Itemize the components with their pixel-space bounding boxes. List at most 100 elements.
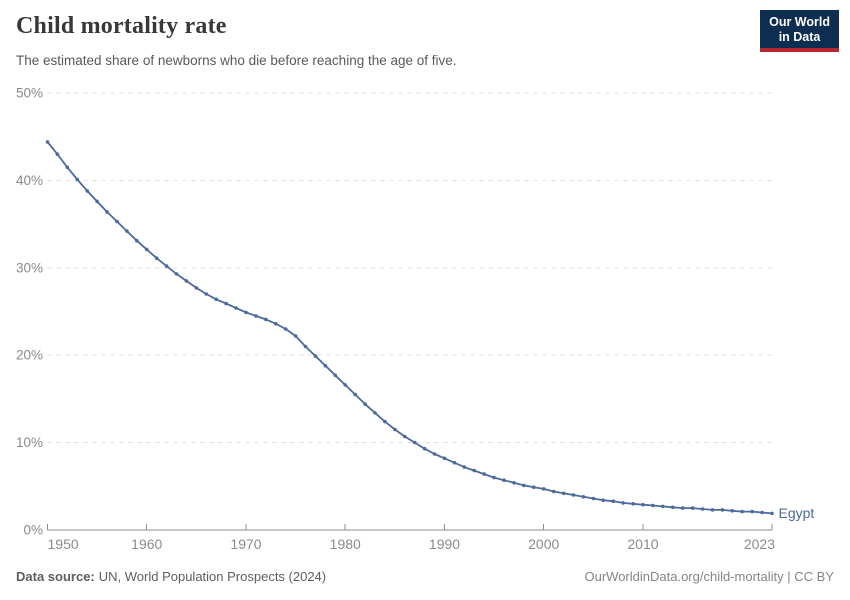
data-point-marker <box>651 503 655 508</box>
data-point-marker <box>472 468 477 473</box>
data-point-marker <box>770 511 774 516</box>
data-point-marker <box>492 475 496 480</box>
data-point-marker <box>412 440 417 445</box>
y-axis-tick-label: 30% <box>16 260 43 275</box>
data-point-marker <box>274 321 278 326</box>
data-point-marker <box>115 219 119 224</box>
data-point-marker <box>482 472 487 476</box>
data-point-marker <box>561 491 566 496</box>
y-axis-tick-label: 10% <box>16 435 43 450</box>
data-point-marker <box>532 485 536 490</box>
data-point-marker <box>591 496 596 501</box>
data-point-marker <box>601 498 606 503</box>
data-point-marker <box>105 210 109 214</box>
x-axis-tick-label: 1980 <box>330 536 361 552</box>
data-point-marker <box>343 383 348 387</box>
data-point-marker <box>85 189 89 193</box>
data-point-marker <box>303 344 308 349</box>
data-point-marker <box>184 279 189 283</box>
data-point-marker <box>631 502 635 506</box>
x-axis-tick-label: 1960 <box>131 536 162 552</box>
data-point-marker <box>244 310 248 315</box>
owid-logo[interactable]: Our World in Data <box>760 10 839 52</box>
x-axis-tick-label: 2023 <box>744 536 775 552</box>
data-point-marker <box>581 495 586 499</box>
data-point-marker <box>760 510 764 515</box>
data-point-marker <box>174 272 179 276</box>
data-point-marker <box>690 506 695 510</box>
data-point-marker <box>373 411 377 415</box>
data-point-marker <box>740 509 744 514</box>
data-point-marker <box>700 507 705 511</box>
data-point-marker <box>194 286 199 290</box>
y-axis-tick-label: 0% <box>23 523 43 538</box>
data-point-marker <box>551 489 556 494</box>
data-point-marker <box>393 427 397 432</box>
data-point-marker <box>224 301 228 306</box>
logo-line2: in Data <box>778 30 821 44</box>
y-axis-tick-label: 40% <box>16 173 43 188</box>
data-point-marker <box>661 504 665 509</box>
data-point-marker <box>65 165 70 170</box>
data-point-marker <box>313 354 318 358</box>
x-axis-tick-label: 1950 <box>48 536 79 552</box>
y-axis-tick-label: 50% <box>16 86 43 101</box>
y-axis-tick-label: 20% <box>16 348 43 363</box>
data-point-marker <box>214 297 218 302</box>
x-axis-tick-label: 2010 <box>627 536 658 552</box>
data-point-marker <box>710 508 715 512</box>
data-point-marker <box>55 152 60 156</box>
series-end-label-egypt[interactable]: Egypt <box>779 505 815 521</box>
data-point-marker <box>254 314 258 318</box>
data-point-marker <box>611 499 615 504</box>
data-source: Data source: UN, World Population Prospec… <box>16 569 326 584</box>
x-axis-tick-label: 2000 <box>528 536 559 552</box>
data-point-marker <box>432 452 437 456</box>
data-point-marker <box>512 481 516 485</box>
data-point-marker <box>571 493 576 497</box>
data-point-marker <box>323 363 328 368</box>
data-source-label: Data source: <box>16 569 95 584</box>
data-point-marker <box>680 506 685 510</box>
data-point-marker <box>75 177 80 182</box>
data-point-marker <box>522 483 526 488</box>
data-point-marker <box>353 392 358 397</box>
data-point-marker <box>204 292 209 296</box>
data-point-marker <box>264 317 268 322</box>
data-point-marker <box>164 264 169 268</box>
data-point-marker <box>283 327 288 331</box>
x-axis-tick-label: 1970 <box>230 536 261 552</box>
data-point-marker <box>154 256 159 261</box>
data-point-marker <box>383 419 387 424</box>
data-point-marker <box>333 373 338 378</box>
credit-link[interactable]: OurWorldinData.org/child-mortality | CC … <box>584 569 835 584</box>
data-point-marker <box>641 502 645 507</box>
data-point-marker <box>234 306 238 310</box>
data-point-marker <box>363 402 367 406</box>
data-point-marker <box>422 446 427 451</box>
data-point-marker <box>403 434 407 439</box>
data-point-marker <box>452 460 457 465</box>
data-point-marker <box>95 199 99 204</box>
page-title: Child mortality rate <box>16 13 227 39</box>
data-point-marker <box>144 247 149 252</box>
chart-subtitle: The estimated share of newborns who die … <box>16 53 457 68</box>
data-point-marker <box>442 456 447 461</box>
data-point-marker <box>730 509 735 513</box>
data-point-marker <box>502 478 506 483</box>
data-point-marker <box>293 334 298 338</box>
data-point-marker <box>720 508 725 512</box>
data-point-marker <box>750 509 754 514</box>
data-point-marker <box>125 229 129 233</box>
data-point-marker <box>541 487 546 491</box>
data-point-marker <box>621 501 625 505</box>
egypt-line-series[interactable] <box>46 141 773 515</box>
data-point-marker <box>45 140 50 144</box>
data-point-marker <box>671 505 675 510</box>
data-point-marker <box>135 238 139 243</box>
x-axis-tick-label: 1990 <box>429 536 460 552</box>
logo-line1: Our World <box>769 15 830 29</box>
data-point-marker <box>462 465 467 469</box>
